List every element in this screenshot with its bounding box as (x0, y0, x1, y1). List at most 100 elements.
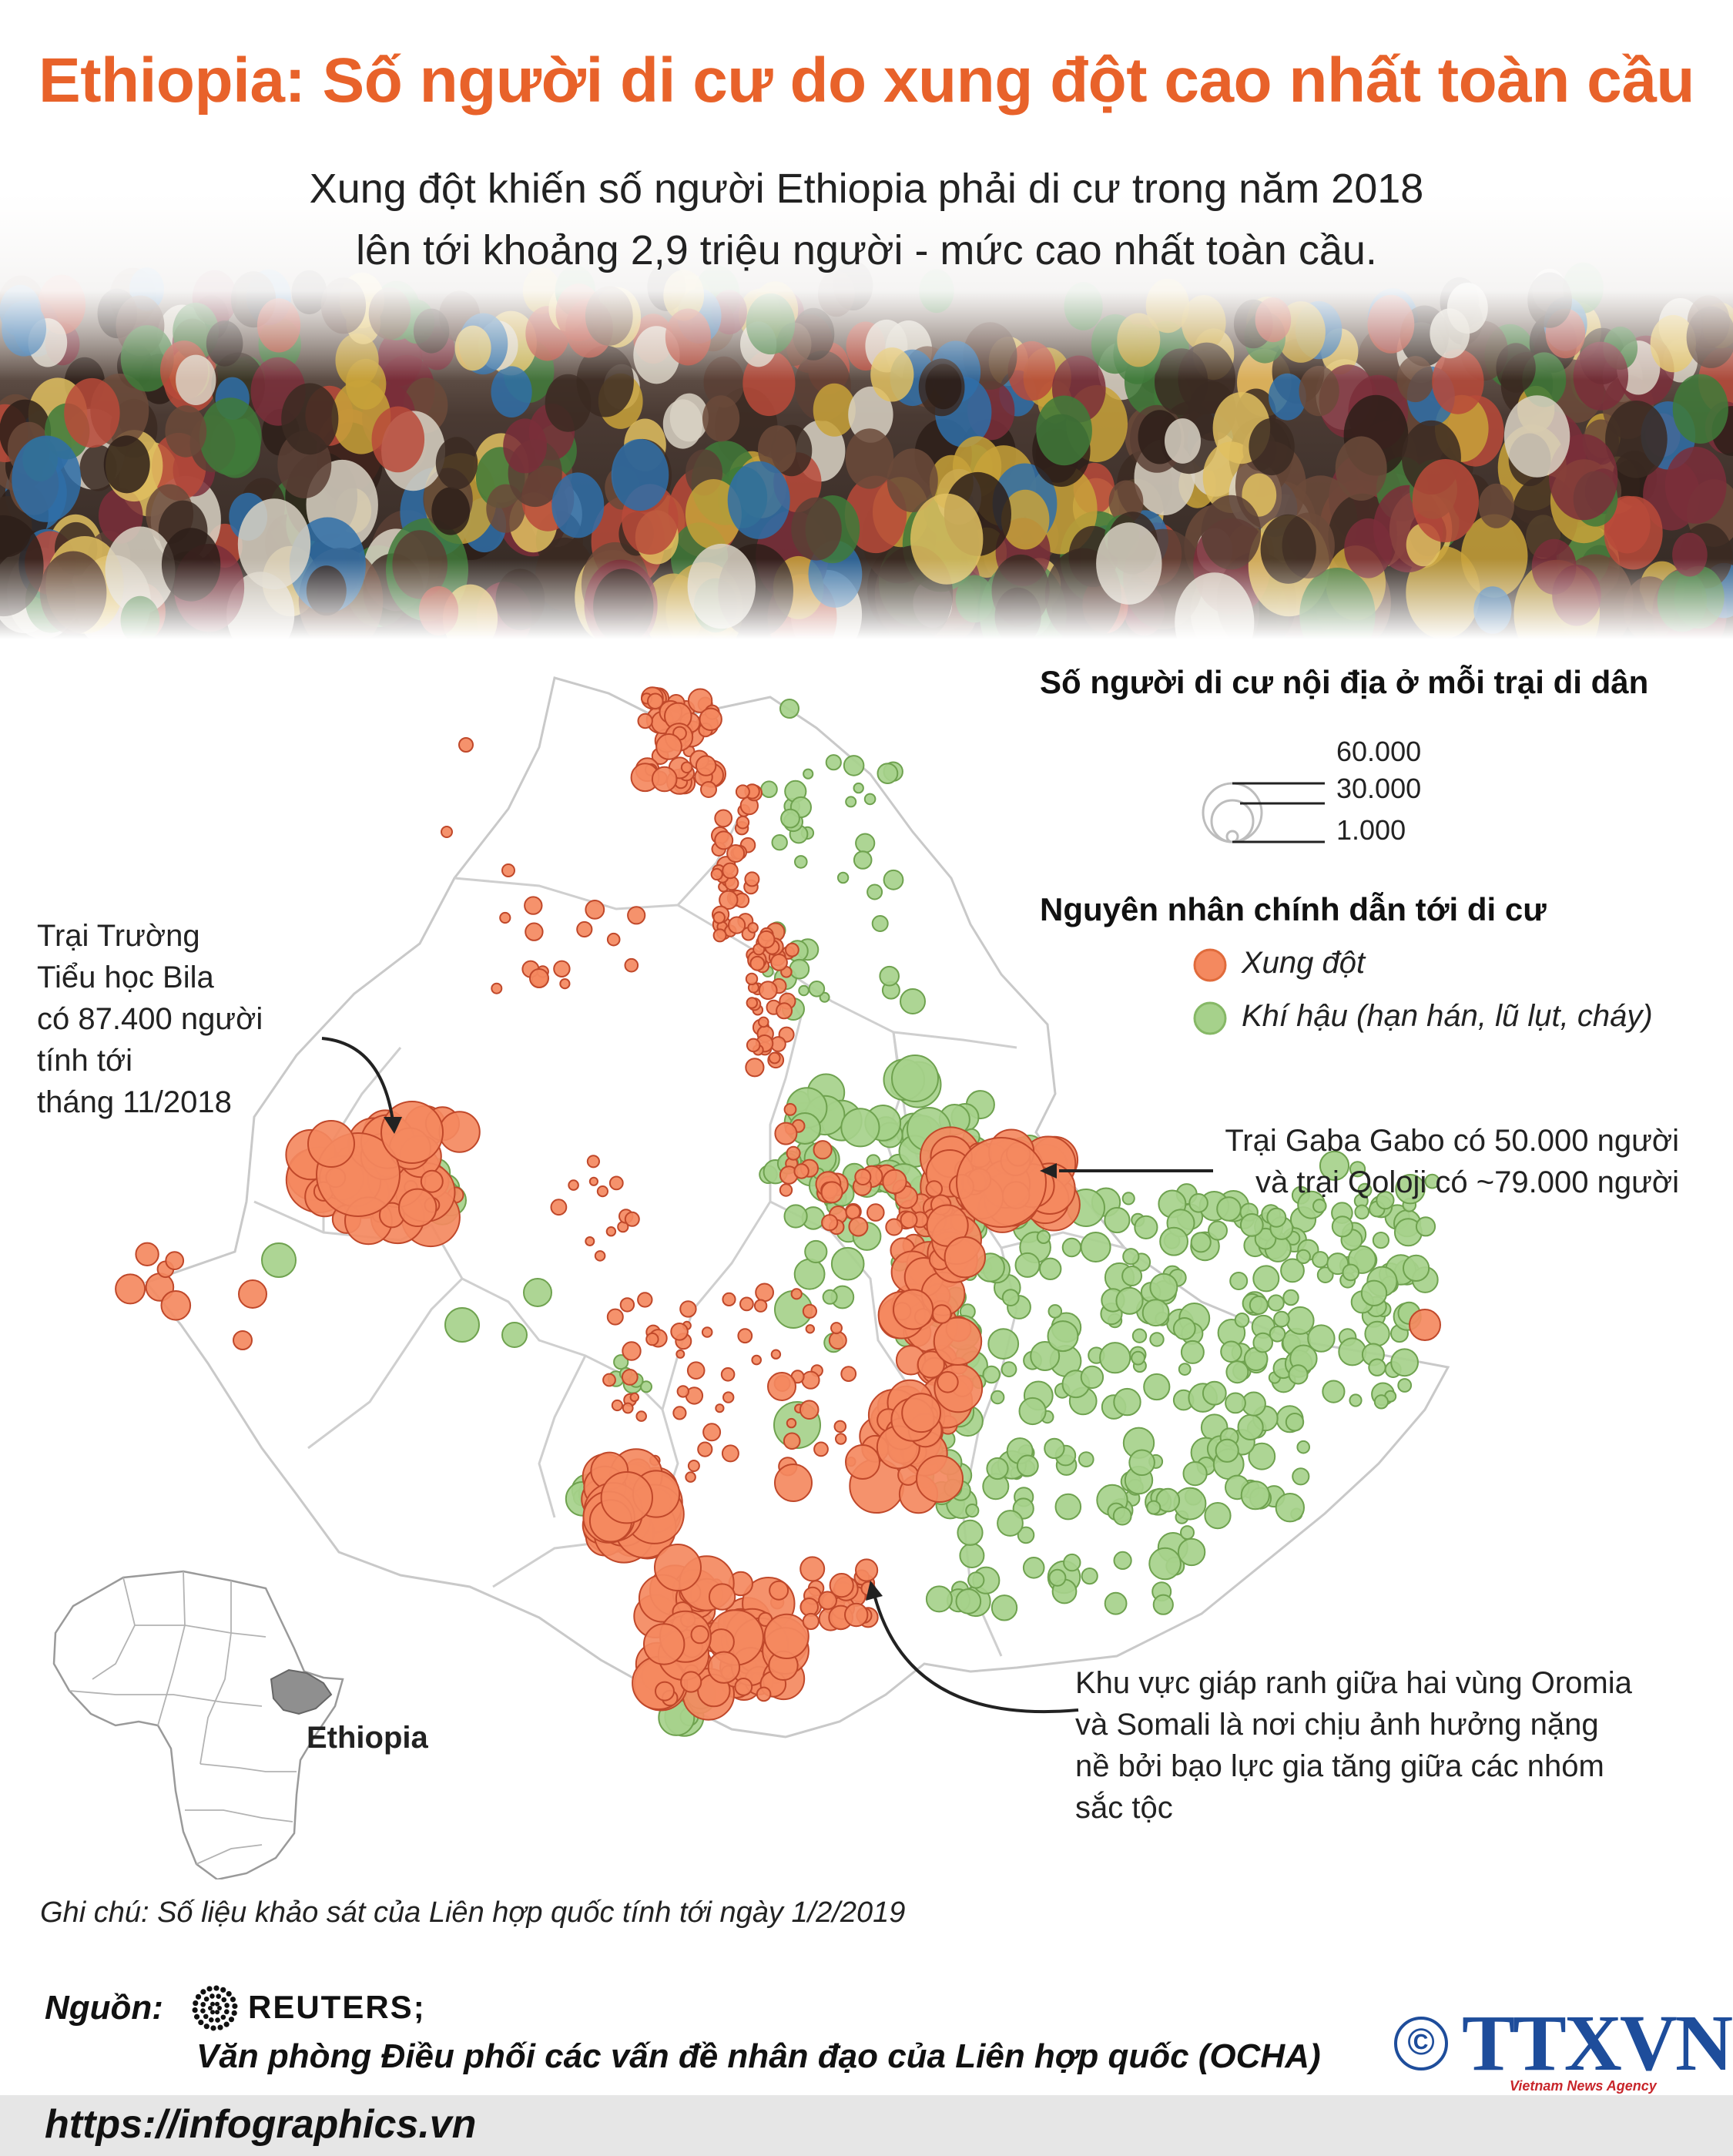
climate-camp-bubble (925, 1585, 953, 1613)
climate-camp-bubble (1018, 1397, 1047, 1426)
reuters-logo-dot (232, 2003, 238, 2010)
climate-camp-bubble (1273, 1310, 1290, 1328)
conflict-camp-bubble (783, 1103, 797, 1116)
conflict-camp-bubble (885, 1218, 903, 1236)
climate-camp-bubble (1296, 1440, 1310, 1454)
annotation-gaba-line: và trại Qoloji có ~79.000 người (1255, 1165, 1679, 1199)
cause-legend-title: Nguyên nhân chính dẫn tới di cư (1040, 891, 1547, 927)
source-ocha: Văn phòng Điều phối các vấn đề nhân đạo … (196, 2037, 1321, 2075)
reuters-logo-dot (200, 2001, 206, 2007)
climate-camp-bubble (830, 1246, 865, 1281)
annotation-bila-line: tính tới (37, 1044, 133, 1078)
climate-camp-bubble (523, 1278, 552, 1307)
conflict-camp-bubble (588, 1176, 599, 1186)
conflict-camp-bubble (799, 1400, 820, 1420)
conflict-camp-bubble (854, 1169, 872, 1185)
climate-camp-bubble (840, 1108, 880, 1148)
conflict-camp-bubble (525, 922, 544, 941)
climate-camp-bubble (1030, 1341, 1061, 1371)
climate-camp-bubble (1254, 1227, 1277, 1250)
climate-camp-bubble (986, 1457, 1009, 1480)
conflict-camp-bubble (606, 932, 621, 947)
conflict-camp-bubble (767, 1372, 796, 1401)
annotation-oromia-somali: Khu vực giáp ranh giữa hai vùng Oromia v… (1075, 1662, 1632, 1829)
conflict-camp-bubble (651, 766, 678, 793)
climate-camp-bubble (1208, 1220, 1228, 1241)
reuters-logo-dot (203, 2024, 210, 2030)
conflict-camp-bubble (721, 1444, 739, 1463)
conflict-camp-bubble (529, 968, 549, 988)
climate-camp-bubble (1048, 1304, 1063, 1319)
climate-camp-bubble (957, 1519, 984, 1546)
conflict-camp-bubble (499, 911, 511, 924)
annotation-arrows (321, 1037, 1213, 1714)
climate-camp-bubble (1141, 1299, 1170, 1327)
climate-camp-bubble (1354, 1204, 1369, 1220)
reuters-logo-dot (217, 2006, 222, 2010)
conflict-camp-bubble (621, 1369, 639, 1386)
climate-camp-bubble (1148, 1547, 1182, 1581)
conflict-camp-bubble (844, 1602, 869, 1628)
conflict-camp-bubble (790, 1288, 803, 1300)
climate-camp-bubble (1180, 1525, 1195, 1541)
climate-camp-bubble (1267, 1294, 1285, 1312)
climate-camp-bubble (1061, 1237, 1082, 1258)
climate-camp-bubble (1204, 1502, 1232, 1530)
conflict-camp-bubble (585, 900, 605, 920)
conflict-camp-bubble (165, 1251, 185, 1270)
conflict-camp-bubble (672, 1406, 687, 1420)
conflict-camp-bubble (643, 1623, 685, 1665)
climate-camp-bubble (1131, 1328, 1148, 1343)
climate-camp-bubble (900, 988, 926, 1014)
annotation-gaba-line: Trại Gaba Gabo có 50.000 người (1225, 1124, 1679, 1158)
conflict-camp-bubble (779, 1183, 793, 1197)
climate-camp-bubble (959, 1543, 985, 1568)
climate-camp-bubble (1113, 1551, 1132, 1571)
climate-camp-bubble (967, 1571, 985, 1589)
conflict-camp-bubble (611, 1399, 624, 1412)
conflict-camp-bubble (776, 1002, 793, 1020)
climate-camp-bubble (1216, 1196, 1242, 1222)
conflict-camp-bubble (491, 982, 503, 994)
conflict-camp-bubble (821, 1214, 839, 1232)
conflict-camp-bubble (627, 906, 646, 925)
climate-camp-bubble (1190, 1232, 1212, 1253)
inset-label-ethiopia: Ethiopia (307, 1721, 428, 1755)
climate-camp-bubble (779, 699, 799, 719)
conflict-camp-bubble (680, 1671, 702, 1693)
reuters-logo-dot (210, 2010, 215, 2015)
conflict-camp-bubble (645, 1332, 659, 1346)
climate-camp-bubble (853, 782, 864, 794)
annotation-oromia-line: sắc tộc (1075, 1791, 1173, 1825)
conflict-camp-bubble (568, 1179, 579, 1191)
conflict-camp-bubble (747, 922, 759, 934)
climate-camp-bubble (1014, 1252, 1041, 1278)
website-link[interactable]: https://infographics.vn (45, 2102, 477, 2147)
climate-camp-bubble (1319, 1150, 1350, 1182)
conflict-camp-bubble (501, 863, 515, 877)
conflict-camp-bubble (655, 1681, 675, 1702)
climate-camp-bubble (1368, 1358, 1386, 1376)
climate-camp-bubble (1044, 1437, 1065, 1460)
size-legend-30000: 30.000 (1336, 773, 1422, 804)
conflict-camp-bubble (746, 997, 758, 1009)
conflict-camp-bubble (757, 930, 776, 949)
conflict-camp-bubble (828, 1331, 847, 1350)
size-legend-1000: 1.000 (1336, 814, 1406, 846)
climate-camp-bubble (803, 768, 814, 780)
climate-camp-bubble (997, 1510, 1024, 1537)
reuters-logo-dot (220, 1987, 226, 1993)
climate-camp-bubble (1275, 1493, 1306, 1523)
climate-camp-bubble (1338, 1337, 1367, 1366)
climate-camp-bubble (1016, 1454, 1039, 1477)
conflict-camp-bubble (576, 920, 593, 938)
climate-camp-bubble (1286, 1306, 1315, 1335)
conflict-camp-bubble (893, 1289, 934, 1330)
climate-camp-bubble (863, 793, 877, 806)
climate-camp-bubble (1104, 1591, 1128, 1615)
climate-camp-bubble (883, 869, 904, 890)
cause-legend-climate: Khí hậu (hạn hán, lũ lụt, cháy) (1242, 999, 1653, 1033)
climate-camp-bubble (1316, 1266, 1334, 1283)
annotation-oromia-line: Khu vực giáp ranh giữa hai vùng Oromia (1075, 1666, 1632, 1700)
conflict-camp-bubble (786, 1417, 797, 1429)
